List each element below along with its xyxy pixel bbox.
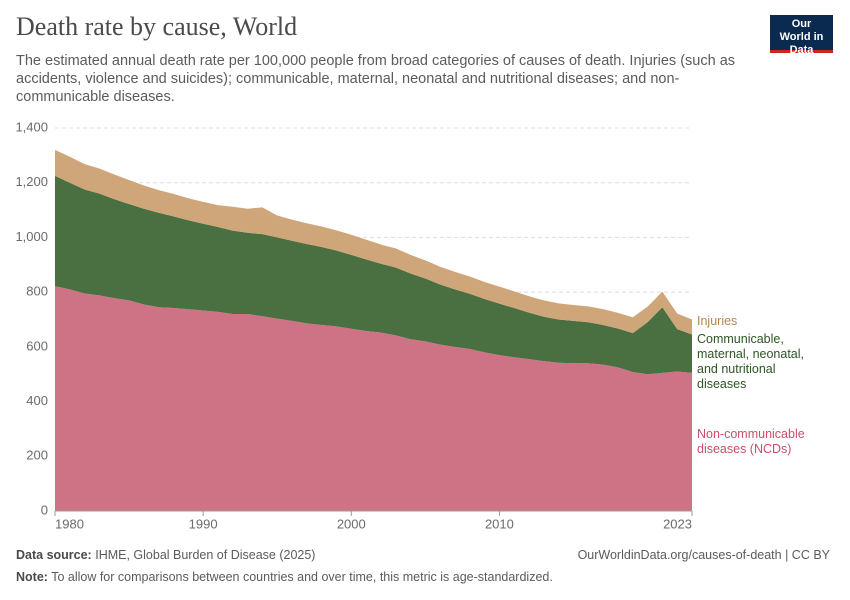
x-tick-label: 1990 [189,516,218,531]
area [55,286,692,511]
note-label: Note: [16,570,48,584]
y-tick-label: 200 [26,448,48,463]
y-tick-label: 600 [26,338,48,353]
series-label: Communicable, maternal, neonatal, and nu… [697,332,805,391]
series-label: Injuries [697,314,738,328]
chart-subtitle: The estimated annual death rate per 100,… [16,53,736,105]
x-tick-label: 2023 [663,516,692,531]
y-tick-label: 1,200 [15,174,48,189]
chart-title: Death rate by cause, World [16,12,298,41]
y-tick-label: 1,000 [15,229,48,244]
area [55,175,692,375]
url[interactable]: OurWorldinData.org/causes-of-death | CC … [577,548,830,562]
note: To allow for comparisons between countri… [51,570,553,584]
source: IHME, Global Burden of Disease (2025) [95,548,316,562]
logo-text: Our World in Data [779,18,824,56]
x-tick-label: 1980 [55,516,84,531]
area [55,149,692,335]
y-tick-label: 0 [41,502,48,517]
note-line: Note: To allow for comparisons between c… [16,570,553,584]
y-tick-label: 800 [26,284,48,299]
x-tick-label: 2010 [485,516,514,531]
logo[interactable]: Our World in Data [770,15,833,56]
source-line: Data source: IHME, Global Burden of Dise… [16,548,315,562]
series-label: Non-communicable diseases (NCDs) [697,426,805,456]
y-tick-label: 400 [26,393,48,408]
source-label: Data source: [16,548,92,562]
x-tick-label: 2000 [337,516,366,531]
y-tick-label: 1,400 [15,119,48,134]
